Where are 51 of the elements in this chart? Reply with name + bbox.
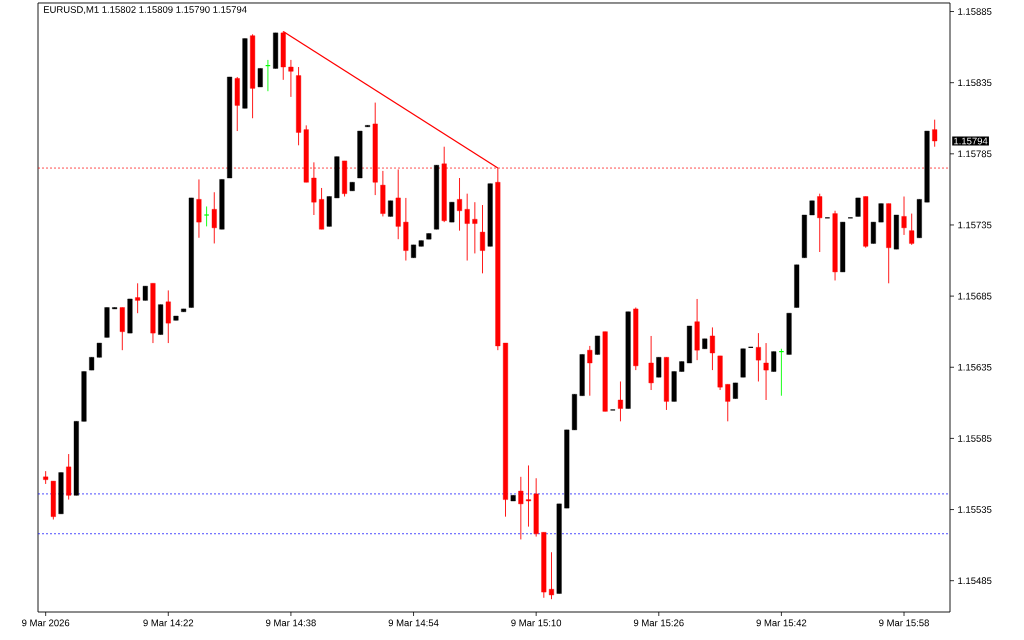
candlestick [135,282,141,314]
candlestick [909,213,915,246]
candlestick [771,351,777,372]
x-tick-label: 9 Mar 14:38 [266,619,316,627]
candlestick [211,191,217,244]
y-tick-label: 1.15685 [958,292,992,300]
x-tick-label: 9 Mar 15:10 [511,619,562,627]
candlestick [763,342,769,401]
candlestick [548,551,554,600]
candlestick [526,464,531,528]
x-tick-label: 9 Mar 2026 [22,619,70,627]
x-tick-label: 9 Mar 15:42 [756,619,807,627]
candlestick [288,59,294,98]
x-tick-label: 9 Mar 15:26 [633,619,684,627]
candlestick [587,345,593,397]
candlestick [594,335,600,355]
y-tick-label: 1.15735 [958,221,992,229]
x-tick-label: 9 Mar 15:58 [879,619,929,627]
candlestick [709,326,715,371]
y-tick-label: 1.15585 [958,435,992,442]
candlestick [257,68,263,88]
candlestick [648,335,654,391]
candlestick [203,206,210,227]
candlestick [518,476,524,540]
candlestick [656,356,662,378]
candlestick [878,203,884,223]
candlestick [165,289,171,344]
candlestick [464,193,470,261]
y-tick-label: 1.15485 [958,577,992,585]
candlestick [817,193,823,253]
candlestick [457,177,463,232]
candlestick [725,383,731,422]
candlestick [480,204,486,274]
candlestick [870,221,876,244]
candlestick [617,381,623,422]
text: 1.15794 [954,137,988,145]
candlestick [196,178,202,239]
y-tick-label: 1.15535 [958,506,992,513]
y-tick-label: 1.15635 [958,363,992,371]
y-tick-label: 1.15785 [958,150,992,158]
candlestick [449,201,455,223]
y-tick-label: 1.15835 [958,79,992,87]
chart-title: EURUSD,M1 1.15802 1.15809 1.15790 1.15794 [43,6,247,15]
x-tick-label: 9 Mar 14:54 [388,619,439,627]
candlestick [855,197,861,217]
candlestick [932,119,938,148]
y-tick-label: 1.15885 [958,8,992,15]
candlestick [755,332,761,382]
x-tick-label: 9 Mar 14:22 [143,619,194,627]
candlestick [901,196,907,236]
candlestick [472,201,478,254]
